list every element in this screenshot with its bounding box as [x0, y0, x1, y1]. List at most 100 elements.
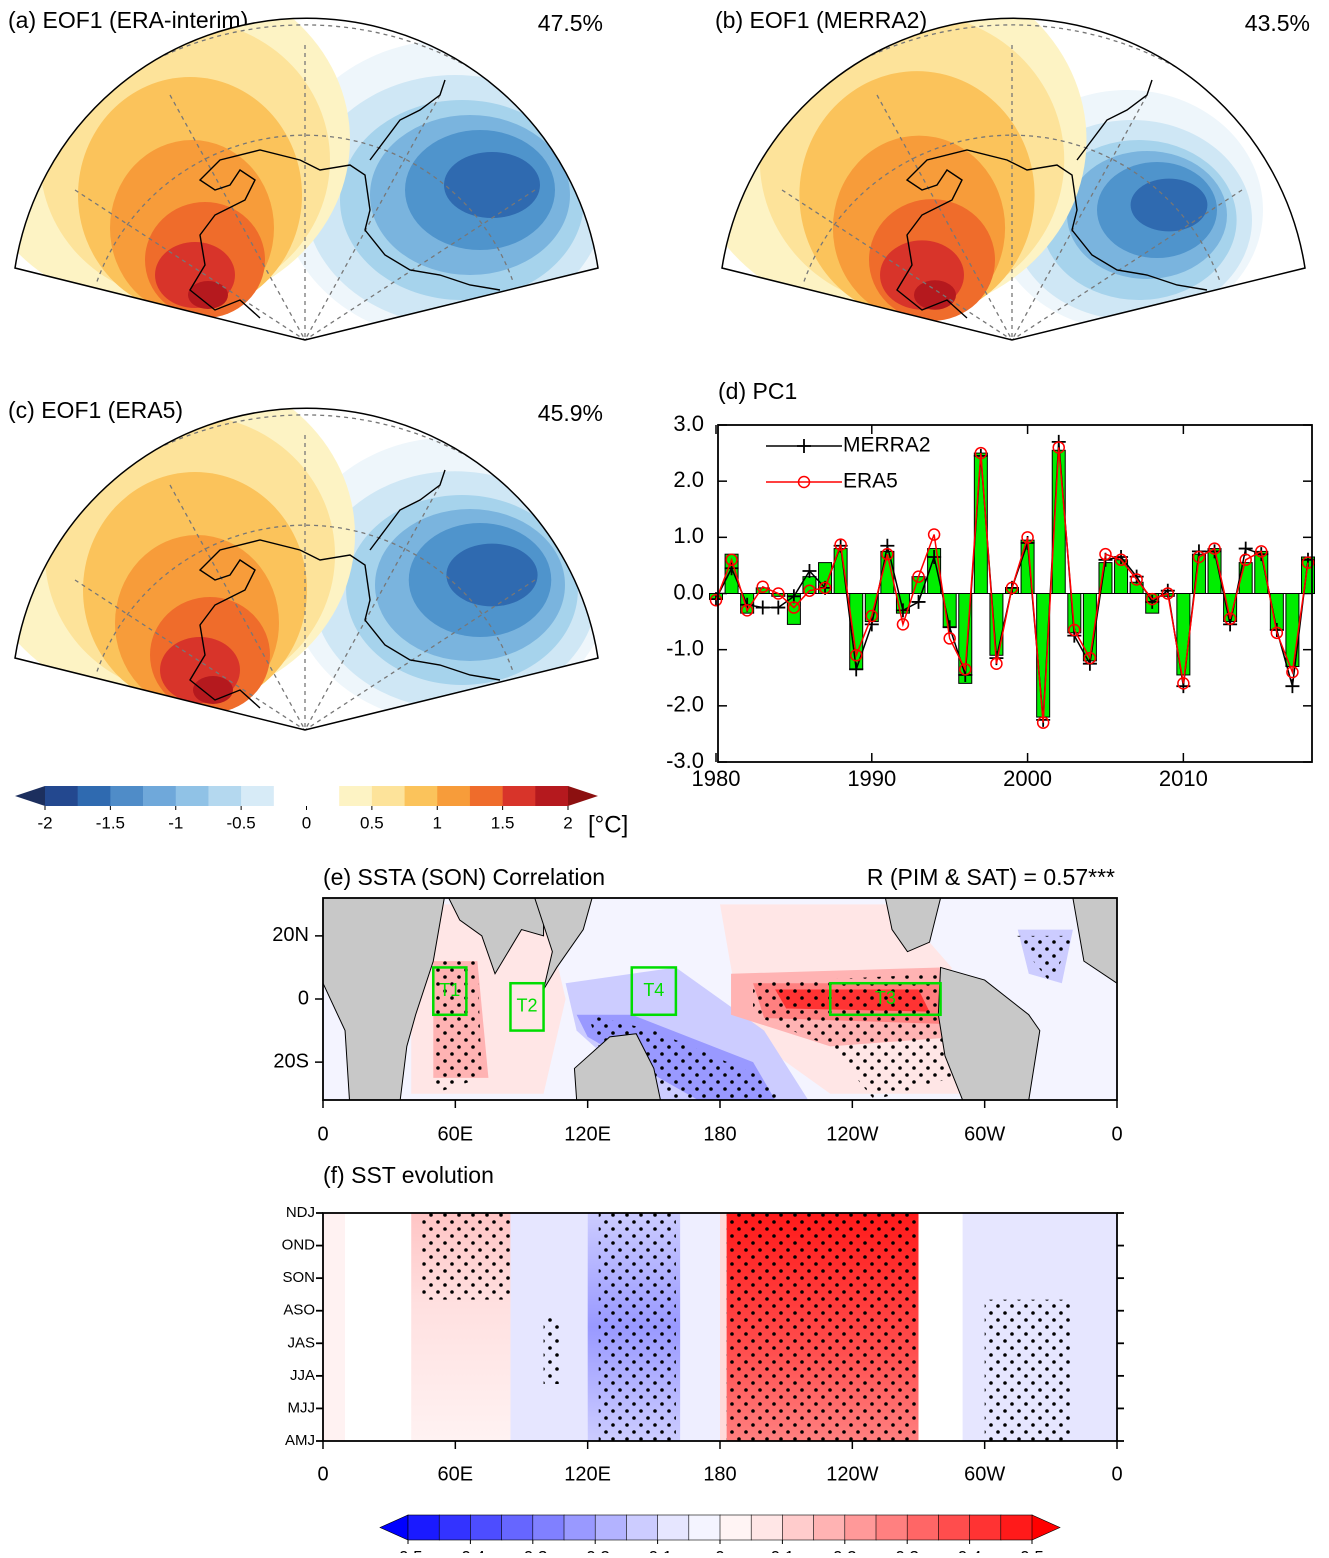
colorbar-cell	[970, 1515, 1002, 1540]
colorbar-cell	[470, 1515, 502, 1540]
y-category-label: OND	[282, 1237, 316, 1254]
x-tick-label: 1980	[692, 766, 741, 791]
box-label: T1	[439, 980, 460, 1000]
x-tick-label: 180	[703, 1463, 736, 1485]
x-tick-label: 0	[317, 1123, 328, 1145]
anomaly-contour	[444, 152, 540, 218]
panel-title: (d) PC1	[718, 378, 797, 404]
colorbar-cell	[439, 1515, 471, 1540]
panel-title: (c) EOF1 (ERA5)	[8, 397, 183, 423]
colorbar-label: 0.2	[833, 1547, 857, 1553]
x-tick-label: 60W	[964, 1463, 1005, 1485]
colorbar-cell	[437, 786, 470, 806]
colorbar-cell	[503, 786, 536, 806]
colorbar-cell	[689, 1515, 721, 1540]
x-tick-label: 120W	[826, 1123, 878, 1145]
variance-label: 43.5%	[1245, 10, 1310, 36]
colorbar-cell	[45, 786, 78, 806]
x-tick-label: 120E	[564, 1463, 611, 1485]
colorbar-cell	[814, 1515, 846, 1540]
map-panel: (a) EOF1 (ERA-interim)47.5%	[0, 0, 625, 360]
colorbar-label: -2	[37, 813, 52, 832]
evolution-panel: (f) SST evolutionAMJMJJJJAJASASOSONONDND…	[282, 1162, 1124, 1485]
colorbar-cell	[470, 786, 503, 806]
x-tick-label: 120W	[826, 1463, 878, 1485]
box-label: T2	[517, 996, 538, 1016]
map-field	[0, 0, 625, 360]
colorbar-label: -0.4	[456, 1547, 485, 1553]
colorbar-cell	[1001, 1515, 1033, 1540]
colorbar-cell	[408, 1515, 440, 1540]
field-column	[680, 1213, 720, 1441]
y-category-label: MJJ	[288, 1399, 316, 1416]
colorbar-cell	[907, 1515, 939, 1540]
colorbar-label: 0	[302, 813, 311, 832]
panel-title: (e) SSTA (SON) Correlation	[323, 864, 605, 890]
x-tick-label: 2000	[1003, 766, 1052, 791]
colorbar-arrow	[568, 786, 598, 806]
significance-stipple	[599, 1213, 676, 1441]
anomaly-contour	[1131, 179, 1208, 232]
colorbar-cell	[564, 1515, 596, 1540]
y-category-label: ASO	[283, 1302, 315, 1319]
colorbar-cell	[533, 1515, 565, 1540]
y-tick-label: 1.0	[673, 523, 704, 548]
series-marker	[912, 595, 926, 609]
y-tick-label: 20N	[272, 924, 309, 946]
colorbar-cell	[938, 1515, 970, 1540]
field-column	[345, 1213, 411, 1441]
colorbar-arrow	[15, 786, 45, 806]
map-panel: (b) EOF1 (MERRA2) 43.5%	[688, 0, 1329, 360]
colorbar-label: 0.4	[958, 1547, 982, 1553]
colorbar-cell	[502, 1515, 533, 1540]
colorbar-label: 0.5	[360, 813, 384, 832]
colorbar-cell	[720, 1515, 752, 1540]
panel-title: (f) SST evolution	[323, 1162, 494, 1188]
colorbar-cell	[241, 786, 274, 806]
y-tick-label: -1.0	[666, 635, 704, 660]
colorbar-cell	[372, 786, 405, 806]
significance-stipple	[985, 1300, 1073, 1441]
x-tick-label: 60E	[438, 1123, 474, 1145]
colorbar-label: 2	[563, 813, 572, 832]
colorbar-cell	[626, 1515, 658, 1540]
significance-stipple	[544, 1316, 562, 1384]
colorbar-cell	[535, 786, 568, 806]
significance-stipple	[727, 1213, 919, 1441]
box-label: T3	[875, 988, 896, 1008]
series-marker	[771, 601, 785, 615]
y-category-label: SON	[282, 1269, 315, 1286]
colorbar-arrow	[1032, 1515, 1060, 1540]
colorbar-cell	[208, 786, 241, 806]
anomaly-contour	[193, 676, 233, 704]
y-tick-label: 0	[298, 987, 309, 1009]
x-tick-label: 1990	[847, 766, 896, 791]
colorbar-cell	[845, 1515, 877, 1540]
colorbar-cell	[595, 1515, 627, 1540]
colorbar-cell	[751, 1515, 783, 1540]
y-tick-label: 3.0	[673, 411, 704, 436]
y-tick-label: 20S	[273, 1050, 309, 1072]
colorbar-label: 0.5	[1020, 1547, 1044, 1553]
field-column	[323, 1213, 345, 1441]
y-tick-label: -2.0	[666, 692, 704, 717]
colorbar-cell	[405, 786, 438, 806]
y-category-label: AMJ	[285, 1432, 315, 1449]
panel-title: (b) EOF1 (MERRA2)	[715, 7, 927, 33]
colorbar-label: 0.3	[895, 1547, 919, 1553]
x-tick-label: 60E	[438, 1463, 474, 1485]
colorbar-arrow	[380, 1515, 408, 1540]
series-marker	[1285, 679, 1299, 693]
field-column	[919, 1213, 963, 1441]
colorbar-unit: [°C]	[588, 811, 628, 838]
colorbar: -0.5-0.4-0.3-0.2-0.100.10.20.30.40.5	[380, 1515, 1060, 1553]
colorbar-label: 0.1	[771, 1547, 795, 1553]
colorbar-cell	[176, 786, 209, 806]
colorbar-cell	[658, 1515, 690, 1540]
x-tick-label: 0	[1111, 1123, 1122, 1145]
legend-marker	[797, 439, 811, 453]
map-field	[688, 0, 1329, 360]
y-category-label: NDJ	[286, 1204, 315, 1221]
